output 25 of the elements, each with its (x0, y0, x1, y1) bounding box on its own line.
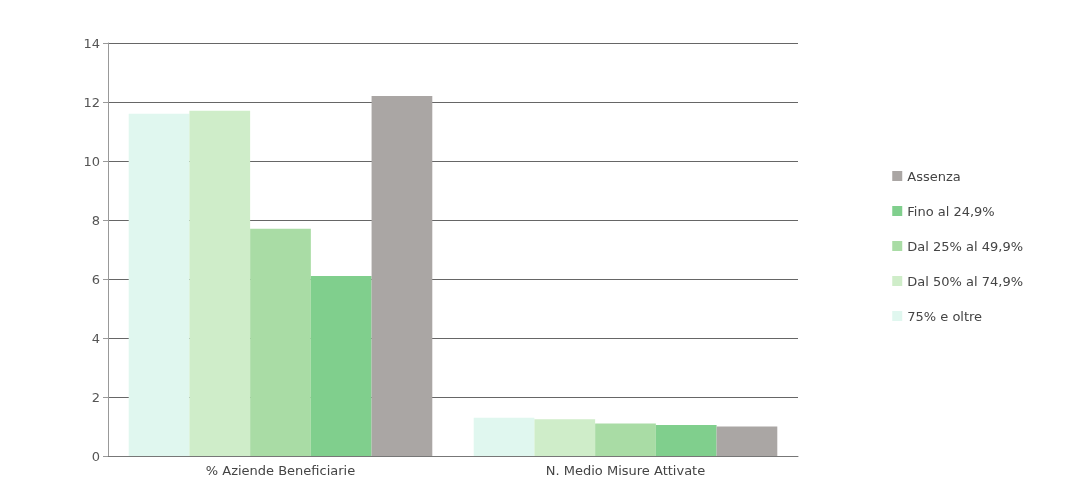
y-tick-label: 8 (91, 212, 100, 228)
bar (655, 425, 717, 456)
y-tick-label: 12 (83, 94, 100, 110)
bar (189, 110, 251, 456)
bar (595, 423, 656, 456)
bar (534, 419, 596, 456)
y-tick-label: 0 (91, 448, 100, 464)
y-tick-label: 4 (91, 330, 100, 346)
x-tick-label: N. Medio Misure Attivate (545, 463, 706, 478)
legend-label: Dal 25% al 49,9% (907, 238, 1024, 254)
legend-label: 75% e oltre (907, 308, 983, 324)
bar (250, 228, 311, 456)
y-tick-label: 2 (91, 389, 100, 405)
y-tick-label: 6 (91, 271, 100, 287)
x-tick-label: % Aziende Beneficiarie (205, 463, 356, 478)
bar (371, 96, 433, 456)
legend-label: Dal 50% al 74,9% (907, 273, 1024, 289)
legend-label: Fino al 24,9% (907, 203, 995, 219)
legend-label: Assenza (907, 168, 961, 184)
bar (716, 426, 778, 456)
bar (473, 417, 535, 456)
y-tick-label: 10 (83, 153, 100, 169)
y-tick-label: 14 (83, 35, 100, 51)
bar (310, 276, 372, 456)
bar (128, 113, 190, 456)
